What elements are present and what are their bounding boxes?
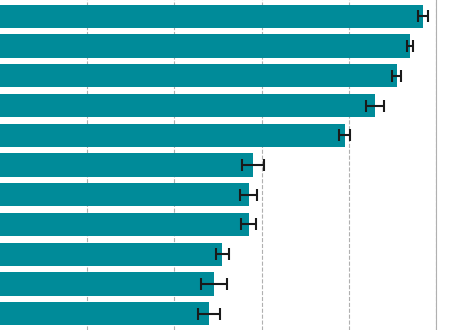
Bar [0, 213, 248, 236]
Bar [0, 124, 345, 147]
Bar [0, 243, 222, 266]
Bar [0, 35, 410, 58]
Bar [0, 94, 375, 117]
Bar [0, 183, 248, 206]
Bar [0, 64, 397, 87]
Bar [0, 272, 214, 295]
Bar [0, 5, 423, 28]
Bar [0, 153, 253, 177]
Bar [0, 302, 210, 325]
